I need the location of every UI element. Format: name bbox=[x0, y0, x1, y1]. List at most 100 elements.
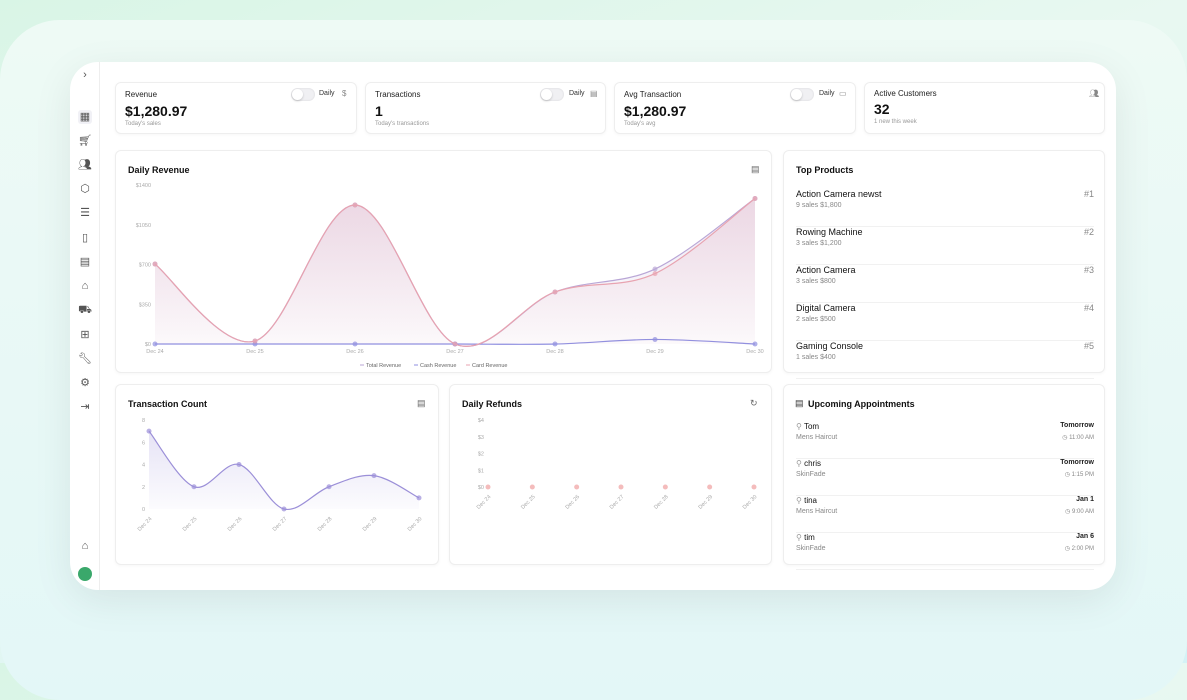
stat-label: Revenue bbox=[125, 90, 158, 99]
appointment-item[interactable]: ⚲ tim SkinFade Jan 6 ◷ 2:00 PM bbox=[796, 533, 1094, 570]
data-point bbox=[326, 484, 332, 490]
daily-toggle[interactable] bbox=[790, 88, 814, 101]
product-item[interactable]: Rowing Machine 3 sales $1,200 #2 bbox=[796, 227, 1094, 265]
client-name: tim bbox=[804, 533, 815, 542]
product-name: Rowing Machine bbox=[796, 227, 863, 237]
appointment-item[interactable]: ⚲ chris SkinFade Tomorrow ◷ 1:15 PM bbox=[796, 459, 1094, 496]
stat-card-transactions: Transactions 1 Today's transactions Dail… bbox=[365, 82, 606, 134]
x-tick-label: Dec 24 bbox=[146, 349, 163, 355]
x-tick-label: Dec 28 bbox=[546, 349, 563, 355]
toggle-label: Daily bbox=[819, 90, 835, 97]
avatar[interactable] bbox=[78, 567, 92, 581]
user-icon: ⚲ bbox=[796, 459, 805, 468]
data-point bbox=[371, 473, 377, 479]
daily-revenue-chart: $0 $350 $700 $1050 $1400 Dec 24 Dec 25 Dec 26 De… bbox=[136, 183, 764, 369]
product-meta: 9 sales $1,800 bbox=[796, 202, 842, 209]
settings-icon[interactable]: ⚙ bbox=[80, 377, 90, 389]
product-item[interactable]: Action Camera 3 sales $800 #3 bbox=[796, 265, 1094, 303]
appointment-date: Tomorrow bbox=[1060, 459, 1094, 466]
data-point bbox=[552, 289, 558, 295]
product-rank: #1 bbox=[1083, 189, 1094, 199]
product-item[interactable]: Digital Camera 2 sales $500 #4 bbox=[796, 303, 1094, 341]
stat-sub: 1 new this week bbox=[874, 119, 917, 125]
data-point bbox=[652, 266, 658, 272]
product-item[interactable]: Action Camera newst 9 sales $1,800 #1 bbox=[796, 189, 1094, 227]
x-tick-label: Dec 26 bbox=[346, 349, 363, 355]
client-name: tina bbox=[804, 496, 817, 505]
card-title: Transaction Count bbox=[128, 399, 208, 409]
service-name: SkinFade bbox=[796, 471, 826, 478]
calendar-icon[interactable]: ▤ bbox=[79, 256, 91, 268]
data-point bbox=[352, 202, 358, 208]
appointment-time: 11:00 AM bbox=[1069, 435, 1094, 441]
store-switch-icon[interactable]: ⌂ bbox=[81, 540, 89, 552]
legend-label: Total Revenue bbox=[366, 363, 401, 369]
appointment-time: 1:15 PM bbox=[1071, 472, 1094, 478]
appointment-item[interactable]: ⚲ Tom Mens Haircut Tomorrow ◷ 11:00 AM bbox=[796, 422, 1094, 459]
x-tick-label: Dec 29 bbox=[698, 494, 715, 511]
y-tick-label: 0 bbox=[142, 507, 145, 513]
top-products-card: Top Products Action Camera newst 9 sales… bbox=[783, 150, 1105, 379]
product-meta: 3 sales $1,200 bbox=[796, 240, 842, 247]
x-tick-label: Dec 30 bbox=[742, 494, 759, 511]
calendar-icon[interactable]: ▤ bbox=[417, 398, 426, 408]
card-title: Upcoming Appointments bbox=[808, 399, 915, 409]
service-name: Mens Haircut bbox=[796, 508, 838, 515]
data-point bbox=[236, 462, 242, 467]
y-tick-label: 8 bbox=[142, 418, 145, 424]
product-name: Gaming Console bbox=[796, 341, 864, 351]
x-tick-label: Dec 27 bbox=[609, 494, 626, 511]
stat-sub: Today's transactions bbox=[375, 121, 430, 127]
product-name: Action Camera bbox=[796, 265, 856, 275]
dashboard-icon[interactable]: ▦ bbox=[78, 110, 92, 124]
transaction-count-chart: 0 2 4 6 8 Dec 24 Dec 25 Dec 26 Dec 27 Dec 28 Dec 2… bbox=[137, 418, 424, 533]
list-icon[interactable]: ☰ bbox=[80, 207, 90, 219]
x-tick-label: Dec 26 bbox=[565, 494, 582, 511]
truck-icon[interactable]: ⛟ bbox=[78, 304, 92, 316]
wrench-icon[interactable]: 🔧︎ bbox=[78, 353, 92, 365]
store-icon[interactable]: ⌂ bbox=[81, 280, 89, 292]
data-point bbox=[452, 341, 458, 347]
product-item[interactable]: Gaming Console 1 sales $400 #5 bbox=[796, 341, 1094, 379]
stat-sub: Today's sales bbox=[125, 121, 161, 127]
receipt-icon: ▤ bbox=[590, 89, 598, 98]
stat-sub: Today's avg bbox=[624, 121, 656, 127]
legend-label: Cash Revenue bbox=[420, 363, 456, 369]
file-icon[interactable]: ▯ bbox=[81, 232, 89, 244]
daily-toggle[interactable] bbox=[291, 88, 315, 101]
data-point bbox=[662, 484, 668, 490]
calendar-icon: ▤ bbox=[795, 398, 804, 408]
product-meta: 3 sales $800 bbox=[796, 278, 836, 285]
appointment-item[interactable]: ⚲ tina Mens Haircut Jan 1 ◷ 9:00 AM bbox=[796, 496, 1094, 533]
y-tick-label: 2 bbox=[142, 485, 145, 491]
stat-card-avg-transaction: Avg Transaction $1,280.97 Today's avg Da… bbox=[614, 82, 856, 134]
clock-icon: ◷ bbox=[1064, 546, 1072, 552]
users-icon: 👥︎ bbox=[1089, 89, 1100, 98]
y-tick-label: $3 bbox=[478, 435, 484, 441]
client-name: Tom bbox=[803, 422, 820, 431]
product-rank: #3 bbox=[1083, 265, 1094, 275]
gift-icon[interactable]: ⊞ bbox=[80, 329, 90, 341]
product-meta: 1 sales $400 bbox=[796, 354, 836, 361]
cart-icon[interactable]: 🛒︎ bbox=[78, 135, 92, 147]
calendar-icon[interactable]: ▤ bbox=[751, 164, 760, 174]
user-icon: ⚲ bbox=[796, 496, 805, 505]
x-tick-label: Dec 30 bbox=[746, 349, 763, 355]
users-icon[interactable]: 👥︎ bbox=[78, 159, 92, 171]
x-tick-label: Dec 28 bbox=[653, 494, 670, 511]
logout-icon[interactable]: ⇥ bbox=[80, 401, 90, 413]
x-tick-label: Dec 25 bbox=[182, 516, 199, 533]
stat-label: Avg Transaction bbox=[624, 90, 682, 99]
x-tick-label: Dec 24 bbox=[476, 494, 493, 511]
expand-chevron-icon[interactable]: › bbox=[83, 69, 87, 81]
data-point bbox=[281, 506, 287, 512]
dollar-icon: $ bbox=[342, 89, 347, 98]
card-title: Top Products bbox=[796, 165, 854, 175]
y-tick-label: $0 bbox=[145, 342, 151, 348]
refresh-icon[interactable]: ↻ bbox=[750, 398, 758, 408]
user-icon: ⚲ bbox=[796, 533, 805, 542]
package-icon[interactable]: ⬡ bbox=[80, 183, 90, 195]
daily-toggle[interactable] bbox=[540, 88, 564, 101]
stat-label: Transactions bbox=[375, 90, 421, 99]
daily-refunds-chart: $0 $1 $2 $3 $4 Dec 24 Dec 25 Dec 26 Dec 27 Dec 28… bbox=[476, 418, 759, 511]
